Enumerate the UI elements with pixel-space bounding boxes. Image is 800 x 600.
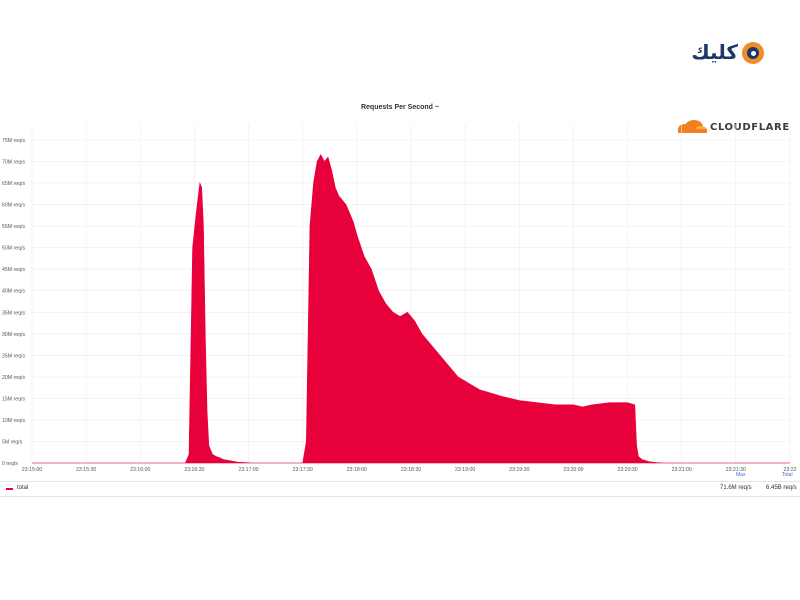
- legend-series-name: total: [17, 485, 29, 491]
- legend-max-value: 71.6M req/s: [720, 485, 752, 491]
- legend-header-total[interactable]: Total: [782, 472, 793, 478]
- y-tick-label: 60M req/s: [2, 203, 25, 209]
- y-tick-label: 30M req/s: [2, 332, 25, 338]
- x-tick-label: 23:20:30: [617, 467, 637, 472]
- x-tick-label: 23:18:30: [401, 467, 421, 472]
- y-tick-label: 65M req/s: [2, 181, 25, 187]
- y-tick-label: 75M req/s: [2, 138, 25, 144]
- x-tick-label: 23:18:00: [347, 467, 367, 472]
- y-tick-label: 20M req/s: [2, 375, 25, 381]
- rps-chart: 0 req/s 5M req/s 10M req/s 15M req/s 20M req…: [2, 124, 797, 472]
- y-tick-label: 15M req/s: [2, 396, 25, 402]
- y-tick-label: 70M req/s: [2, 160, 25, 166]
- y-tick-label: 25M req/s: [2, 353, 25, 359]
- x-tick-label: 23:15:30: [76, 467, 96, 472]
- x-tick-label: 23:16:30: [184, 467, 204, 472]
- x-tick-label: 23:17:30: [293, 467, 313, 472]
- y-tick-label: 35M req/s: [2, 310, 25, 316]
- y-tick-label: 0 req/s: [2, 461, 18, 467]
- legend-row[interactable]: total 71.6M req/s 6.45B req/s: [0, 481, 800, 497]
- chart-title[interactable]: Requests Per Second ~: [360, 104, 439, 111]
- brand-logo-icon: [742, 42, 764, 64]
- y-tick-label: 50M req/s: [2, 246, 25, 252]
- x-tick-label: 23:17:00: [238, 467, 258, 472]
- brand-logo-text: كليك: [691, 40, 738, 64]
- y-tick-label: 45M req/s: [2, 267, 25, 273]
- x-tick-label: 23:20:00: [563, 467, 583, 472]
- x-tick-label: 23:21:00: [672, 467, 692, 472]
- x-tick-label: 23:19:00: [455, 467, 475, 472]
- series-area-total: [32, 153, 790, 464]
- legend-total-value: 6.45B req/s: [766, 485, 797, 491]
- x-tick-label: 23:16:00: [130, 467, 150, 472]
- legend-header-max[interactable]: Max: [736, 472, 746, 478]
- y-tick-label: 40M req/s: [2, 289, 25, 295]
- brand-logo: كليك: [688, 40, 768, 64]
- y-tick-label: 55M req/s: [2, 224, 25, 230]
- y-tick-label: 10M req/s: [2, 418, 25, 424]
- legend-swatch: [6, 488, 13, 490]
- cloudflare-logo-text: CLOUDFLARE: [710, 122, 790, 133]
- x-tick-label: 23:19:30: [509, 467, 529, 472]
- x-tick-label: 23:15:00: [22, 467, 42, 472]
- x-tick-label: 23:22: [784, 467, 797, 472]
- y-tick-label: 5M req/s: [2, 439, 23, 445]
- x-tick-label: 23:21:30: [726, 467, 746, 472]
